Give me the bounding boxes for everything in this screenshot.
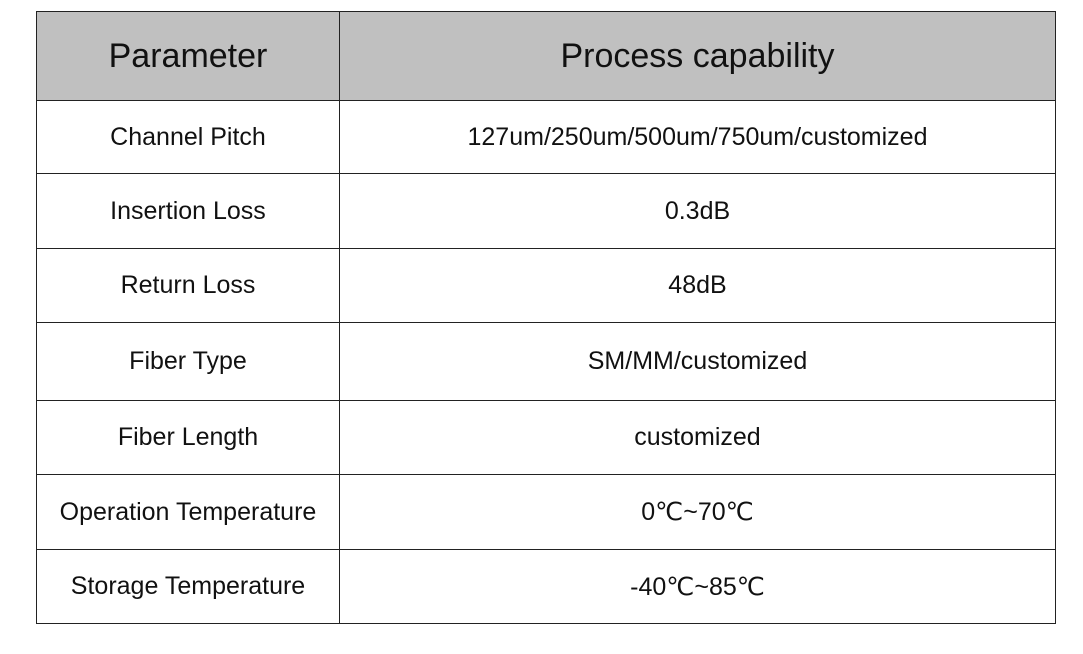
- table-row: Return Loss 48dB: [36, 248, 1056, 323]
- parameter-cell: Operation Temperature: [36, 474, 340, 550]
- header-cell: Parameter: [36, 11, 340, 101]
- value-cell: SM/MM/customized: [339, 322, 1056, 401]
- table-row: Fiber Type SM/MM/customized: [36, 322, 1056, 401]
- header-row: Parameter Process capability: [36, 11, 1056, 101]
- spec-table: Parameter Process capability Channel Pitc…: [36, 11, 1056, 624]
- parameter-cell: Fiber Length: [36, 400, 340, 475]
- value-cell: 127um/250um/500um/750um/customized: [339, 100, 1056, 174]
- value-cell: 0.3dB: [339, 173, 1056, 249]
- parameter-cell: Storage Temperature: [36, 549, 340, 624]
- table-row: Storage Temperature -40℃~85℃: [36, 549, 1056, 624]
- parameter-cell: Channel Pitch: [36, 100, 340, 174]
- table-body: Channel Pitch 127um/250um/500um/750um/cus…: [36, 100, 1056, 624]
- value-cell: 48dB: [339, 248, 1056, 323]
- parameter-cell: Insertion Loss: [36, 173, 340, 249]
- parameter-cell: Fiber Type: [36, 322, 340, 401]
- value-cell: 0℃~70℃: [339, 474, 1056, 550]
- parameter-cell: Return Loss: [36, 248, 340, 323]
- value-cell: customized: [339, 400, 1056, 475]
- value-cell: -40℃~85℃: [339, 549, 1056, 624]
- table-row: Operation Temperature 0℃~70℃: [36, 474, 1056, 550]
- header-cell: Process capability: [339, 11, 1056, 101]
- table-row: Channel Pitch 127um/250um/500um/750um/cus…: [36, 100, 1056, 174]
- table-row: Insertion Loss 0.3dB: [36, 173, 1056, 249]
- table-row: Fiber Length customized: [36, 400, 1056, 475]
